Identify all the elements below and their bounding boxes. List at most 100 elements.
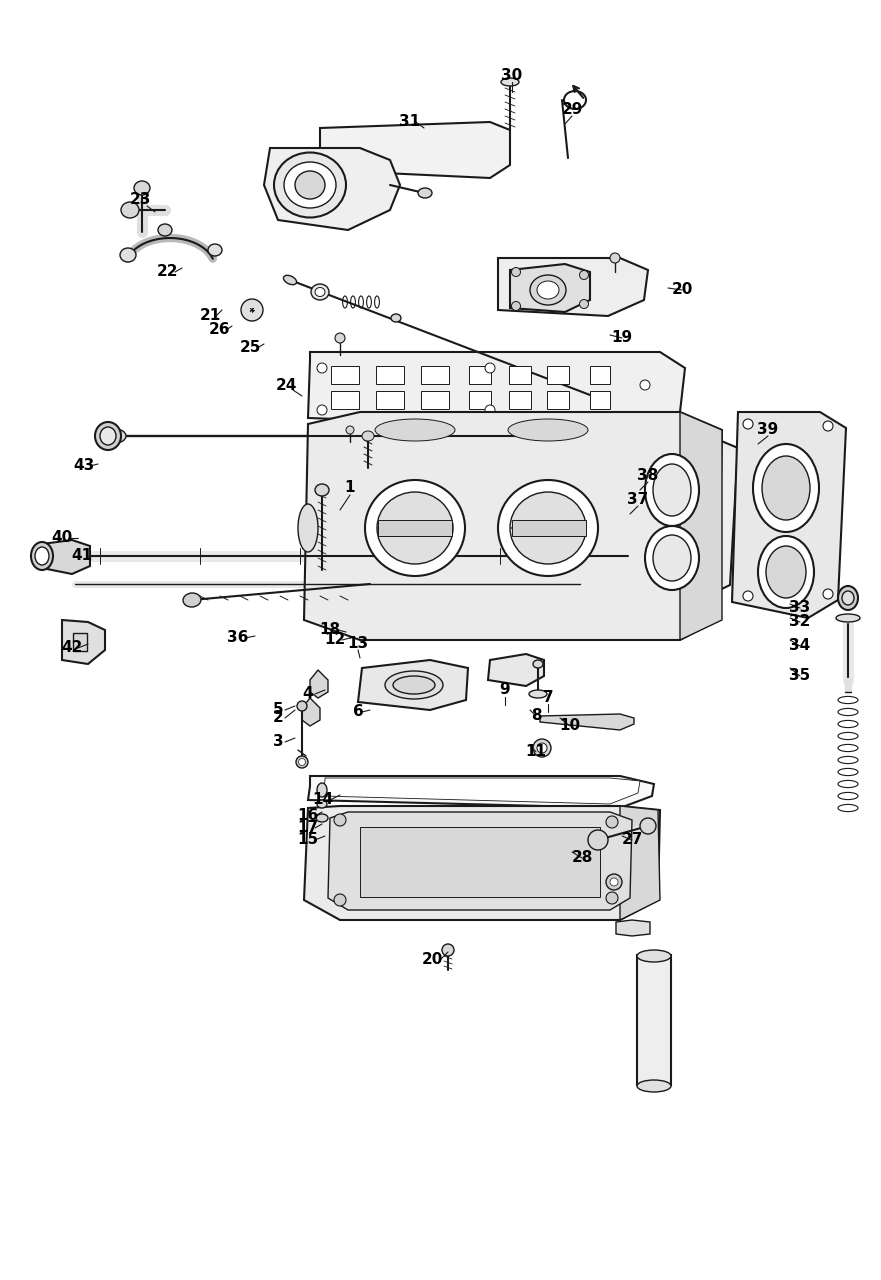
Ellipse shape bbox=[299, 759, 306, 765]
Text: 25: 25 bbox=[240, 340, 261, 356]
Ellipse shape bbox=[377, 492, 453, 564]
Polygon shape bbox=[510, 264, 590, 312]
Polygon shape bbox=[304, 412, 722, 640]
Ellipse shape bbox=[530, 275, 566, 305]
Ellipse shape bbox=[317, 783, 327, 797]
Text: 17: 17 bbox=[298, 820, 319, 836]
Ellipse shape bbox=[315, 288, 325, 297]
Ellipse shape bbox=[606, 892, 618, 904]
Text: 18: 18 bbox=[320, 622, 341, 637]
Polygon shape bbox=[616, 920, 650, 936]
Ellipse shape bbox=[316, 814, 328, 822]
Ellipse shape bbox=[653, 463, 691, 516]
Ellipse shape bbox=[533, 739, 551, 756]
Text: 20: 20 bbox=[671, 283, 692, 297]
Text: 21: 21 bbox=[199, 308, 220, 324]
Ellipse shape bbox=[580, 300, 589, 308]
Text: 35: 35 bbox=[789, 668, 811, 684]
Text: 36: 36 bbox=[227, 631, 248, 645]
Ellipse shape bbox=[580, 270, 589, 279]
Ellipse shape bbox=[645, 526, 699, 590]
Ellipse shape bbox=[498, 480, 598, 576]
Polygon shape bbox=[620, 806, 660, 920]
Ellipse shape bbox=[104, 429, 126, 443]
Ellipse shape bbox=[610, 253, 620, 262]
Ellipse shape bbox=[653, 535, 691, 581]
Text: 39: 39 bbox=[758, 422, 779, 438]
Ellipse shape bbox=[317, 800, 327, 808]
Text: 4: 4 bbox=[303, 686, 314, 701]
Ellipse shape bbox=[183, 593, 201, 607]
Bar bbox=[421, 366, 449, 384]
Text: 33: 33 bbox=[789, 600, 811, 616]
Text: 15: 15 bbox=[298, 832, 319, 847]
Ellipse shape bbox=[823, 421, 833, 431]
Ellipse shape bbox=[758, 536, 814, 608]
Ellipse shape bbox=[317, 404, 327, 415]
Ellipse shape bbox=[334, 893, 346, 906]
Text: 29: 29 bbox=[561, 102, 582, 118]
Text: 24: 24 bbox=[275, 379, 297, 393]
Polygon shape bbox=[308, 776, 654, 808]
Ellipse shape bbox=[645, 454, 699, 526]
Bar bbox=[590, 366, 610, 384]
Text: 2: 2 bbox=[272, 710, 284, 726]
Ellipse shape bbox=[365, 480, 465, 576]
Ellipse shape bbox=[637, 950, 671, 963]
Ellipse shape bbox=[35, 547, 49, 564]
Ellipse shape bbox=[100, 428, 116, 445]
Text: 7: 7 bbox=[543, 690, 553, 705]
Text: 28: 28 bbox=[571, 850, 593, 865]
Polygon shape bbox=[264, 148, 400, 230]
Ellipse shape bbox=[838, 586, 858, 611]
Ellipse shape bbox=[158, 224, 172, 236]
Polygon shape bbox=[62, 620, 105, 664]
Ellipse shape bbox=[295, 172, 325, 198]
Text: 12: 12 bbox=[324, 632, 345, 648]
Ellipse shape bbox=[485, 364, 495, 372]
Text: 26: 26 bbox=[210, 323, 231, 338]
Ellipse shape bbox=[296, 756, 308, 768]
Text: 23: 23 bbox=[130, 192, 151, 207]
Ellipse shape bbox=[393, 676, 435, 694]
Bar bbox=[360, 827, 600, 897]
Ellipse shape bbox=[375, 419, 455, 442]
Ellipse shape bbox=[823, 589, 833, 599]
Ellipse shape bbox=[121, 202, 139, 218]
Ellipse shape bbox=[637, 1080, 671, 1092]
Polygon shape bbox=[488, 654, 544, 686]
Polygon shape bbox=[323, 778, 640, 804]
Ellipse shape bbox=[753, 444, 819, 532]
Polygon shape bbox=[540, 714, 634, 730]
Ellipse shape bbox=[346, 426, 354, 434]
Text: 14: 14 bbox=[313, 792, 334, 808]
Ellipse shape bbox=[120, 248, 136, 262]
Ellipse shape bbox=[743, 591, 753, 602]
Text: 8: 8 bbox=[530, 709, 541, 723]
Polygon shape bbox=[328, 812, 632, 910]
Polygon shape bbox=[512, 520, 586, 536]
Text: 10: 10 bbox=[559, 718, 581, 733]
Ellipse shape bbox=[640, 380, 650, 390]
Ellipse shape bbox=[391, 314, 401, 323]
Ellipse shape bbox=[606, 817, 618, 828]
Text: 22: 22 bbox=[157, 265, 179, 279]
Ellipse shape bbox=[208, 244, 222, 256]
Ellipse shape bbox=[284, 275, 297, 284]
Ellipse shape bbox=[529, 690, 547, 698]
Ellipse shape bbox=[95, 422, 121, 451]
Text: 6: 6 bbox=[352, 704, 363, 719]
Text: 20: 20 bbox=[421, 952, 442, 968]
Text: 16: 16 bbox=[298, 809, 319, 823]
Polygon shape bbox=[358, 660, 468, 710]
Ellipse shape bbox=[385, 671, 443, 699]
Bar bbox=[73, 634, 87, 652]
Ellipse shape bbox=[836, 614, 860, 622]
Ellipse shape bbox=[588, 829, 608, 850]
Ellipse shape bbox=[512, 268, 521, 276]
Ellipse shape bbox=[334, 814, 346, 826]
Ellipse shape bbox=[485, 404, 495, 415]
Polygon shape bbox=[304, 806, 660, 920]
Ellipse shape bbox=[743, 419, 753, 429]
Text: 3: 3 bbox=[273, 735, 284, 750]
